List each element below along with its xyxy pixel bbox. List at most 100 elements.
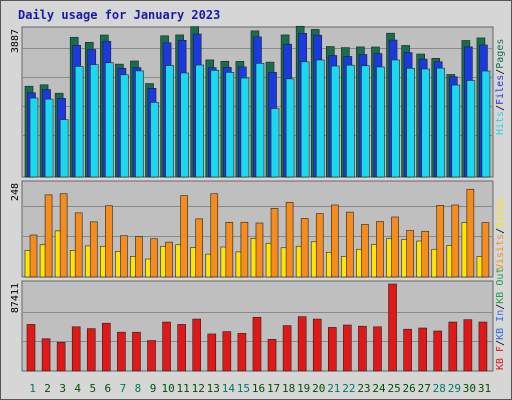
sites-bar-day-7: [120, 235, 128, 278]
sites-bar-day-31: [481, 222, 490, 278]
kbf-bar-day-21: [327, 327, 337, 372]
pages-bar-day-26: [406, 67, 415, 178]
sites-bar-day-2: [44, 194, 53, 278]
kb-legend: KB F/KB In/KB Out: [495, 268, 506, 370]
pages-bar-day-16: [255, 63, 265, 178]
x-tick-label-day-2: 2: [44, 382, 51, 395]
kbf-bar-day-23: [358, 325, 367, 372]
kbf-bar-day-6: [102, 322, 111, 372]
kb-legend-item-4: /: [495, 304, 506, 310]
sites-bar-day-29: [451, 204, 460, 278]
x-tick-label-day-21: 21: [327, 382, 340, 395]
x-tick-label-day-4: 4: [74, 382, 81, 395]
sites-bar-day-12: [195, 218, 204, 278]
x-tick-label-day-20: 20: [312, 382, 325, 395]
x-tick-label-day-30: 30: [463, 382, 476, 395]
kbf-bar-day-25: [388, 283, 397, 372]
pages-bar-day-22: [346, 64, 355, 178]
hits-files-pages-legend: Hits/Files/Pages: [495, 39, 506, 135]
pages-bar-day-29: [451, 84, 461, 178]
sites-bar-day-17: [270, 208, 279, 278]
chart-title: Daily usage for January 2023: [18, 8, 220, 22]
visits-sites-legend-item-1: Visits: [495, 234, 506, 270]
pages-bar-day-2: [44, 98, 54, 178]
kbf-bar-day-10: [162, 321, 171, 372]
sites-bar-day-4: [74, 212, 83, 278]
x-tick-label-day-6: 6: [105, 382, 112, 395]
pages-bar-day-9: [150, 102, 159, 178]
pages-bar-day-20: [315, 59, 325, 178]
x-tick-label-day-25: 25: [387, 382, 400, 395]
pages-bar-day-15: [240, 77, 250, 178]
visits-sites-legend-item-3: Sites: [495, 198, 506, 228]
x-tick-label-day-18: 18: [282, 382, 295, 395]
sites-bar-day-25: [391, 216, 399, 278]
x-tick-label-day-31: 31: [478, 382, 491, 395]
pages-bar-day-14: [225, 72, 235, 178]
pages-bar-day-11: [180, 72, 189, 178]
x-tick-label-day-5: 5: [89, 382, 96, 395]
kbf-bar-day-1: [26, 324, 36, 372]
kb-legend-item-5: KB Out: [495, 268, 506, 304]
kbf-bar-day-4: [71, 326, 81, 372]
x-tick-label-day-16: 16: [252, 382, 265, 395]
x-tick-label-day-7: 7: [120, 382, 127, 395]
x-tick-label-day-23: 23: [357, 382, 370, 395]
kbf-bar-day-26: [403, 328, 412, 372]
sites-bar-day-27: [421, 230, 429, 278]
kbf-bar-day-14: [222, 331, 232, 372]
pages-bar-day-31: [481, 70, 491, 178]
x-tick-label-day-11: 11: [177, 382, 190, 395]
sites-bar-day-3: [59, 193, 68, 278]
pages-bar-day-10: [165, 65, 174, 178]
pages-bar-day-25: [391, 59, 400, 178]
sites-bar-day-14: [225, 221, 234, 278]
pages-bar-day-7: [120, 74, 129, 178]
kbf-bar-day-28: [433, 330, 443, 372]
x-tick-label-day-10: 10: [161, 382, 174, 395]
pages-bar-day-28: [436, 67, 446, 178]
pages-bar-day-17: [270, 108, 280, 178]
x-tick-label-day-12: 12: [192, 382, 205, 395]
x-tick-label-day-22: 22: [342, 382, 355, 395]
hits-files-pages-legend-item-4: /: [495, 69, 506, 75]
panel-2-max-label: 248: [10, 183, 21, 201]
kbf-bar-day-9: [147, 340, 156, 372]
x-tick-label-day-3: 3: [59, 382, 66, 395]
pages-bar-day-27: [421, 68, 430, 178]
hits-files-pages-legend-item-1: Hits: [495, 111, 506, 135]
kbf-bar-day-7: [117, 331, 126, 372]
kbf-bar-day-15: [237, 333, 247, 372]
kbf-bar-day-18: [282, 325, 292, 372]
kbf-bar-day-19: [297, 316, 307, 372]
pages-bar-day-24: [376, 66, 385, 178]
kbf-bar-day-22: [343, 324, 352, 372]
sites-bar-day-20: [315, 213, 324, 278]
sites-bar-day-18: [285, 202, 294, 278]
pages-bar-day-8: [135, 70, 144, 178]
sites-bar-day-28: [436, 205, 445, 278]
visits-sites-legend: Visits/Sites: [495, 198, 506, 270]
x-tick-label-day-15: 15: [237, 382, 250, 395]
kbf-bar-day-5: [86, 328, 96, 372]
kbf-bar-day-16: [252, 316, 262, 372]
sites-bar-day-9: [150, 238, 158, 278]
pages-bar-day-5: [89, 64, 99, 178]
kbf-bar-day-29: [448, 321, 458, 372]
x-tick-label-day-29: 29: [448, 382, 461, 395]
kb-legend-item-1: KB F: [495, 346, 506, 370]
kbf-bar-day-31: [478, 321, 488, 372]
pages-bar-day-18: [285, 78, 295, 178]
kbf-bar-day-8: [132, 331, 141, 372]
sites-bar-day-30: [466, 188, 475, 278]
pages-bar-day-30: [466, 80, 476, 178]
x-tick-label-day-27: 27: [418, 382, 431, 395]
x-tick-label-day-8: 8: [135, 382, 142, 395]
pages-bar-day-3: [59, 119, 69, 178]
pages-bar-day-13: [210, 70, 220, 178]
x-tick-label-day-1: 1: [29, 382, 36, 395]
x-tick-label-day-24: 24: [372, 382, 386, 395]
x-tick-label-day-26: 26: [403, 382, 416, 395]
kbf-bar-day-24: [373, 326, 382, 372]
